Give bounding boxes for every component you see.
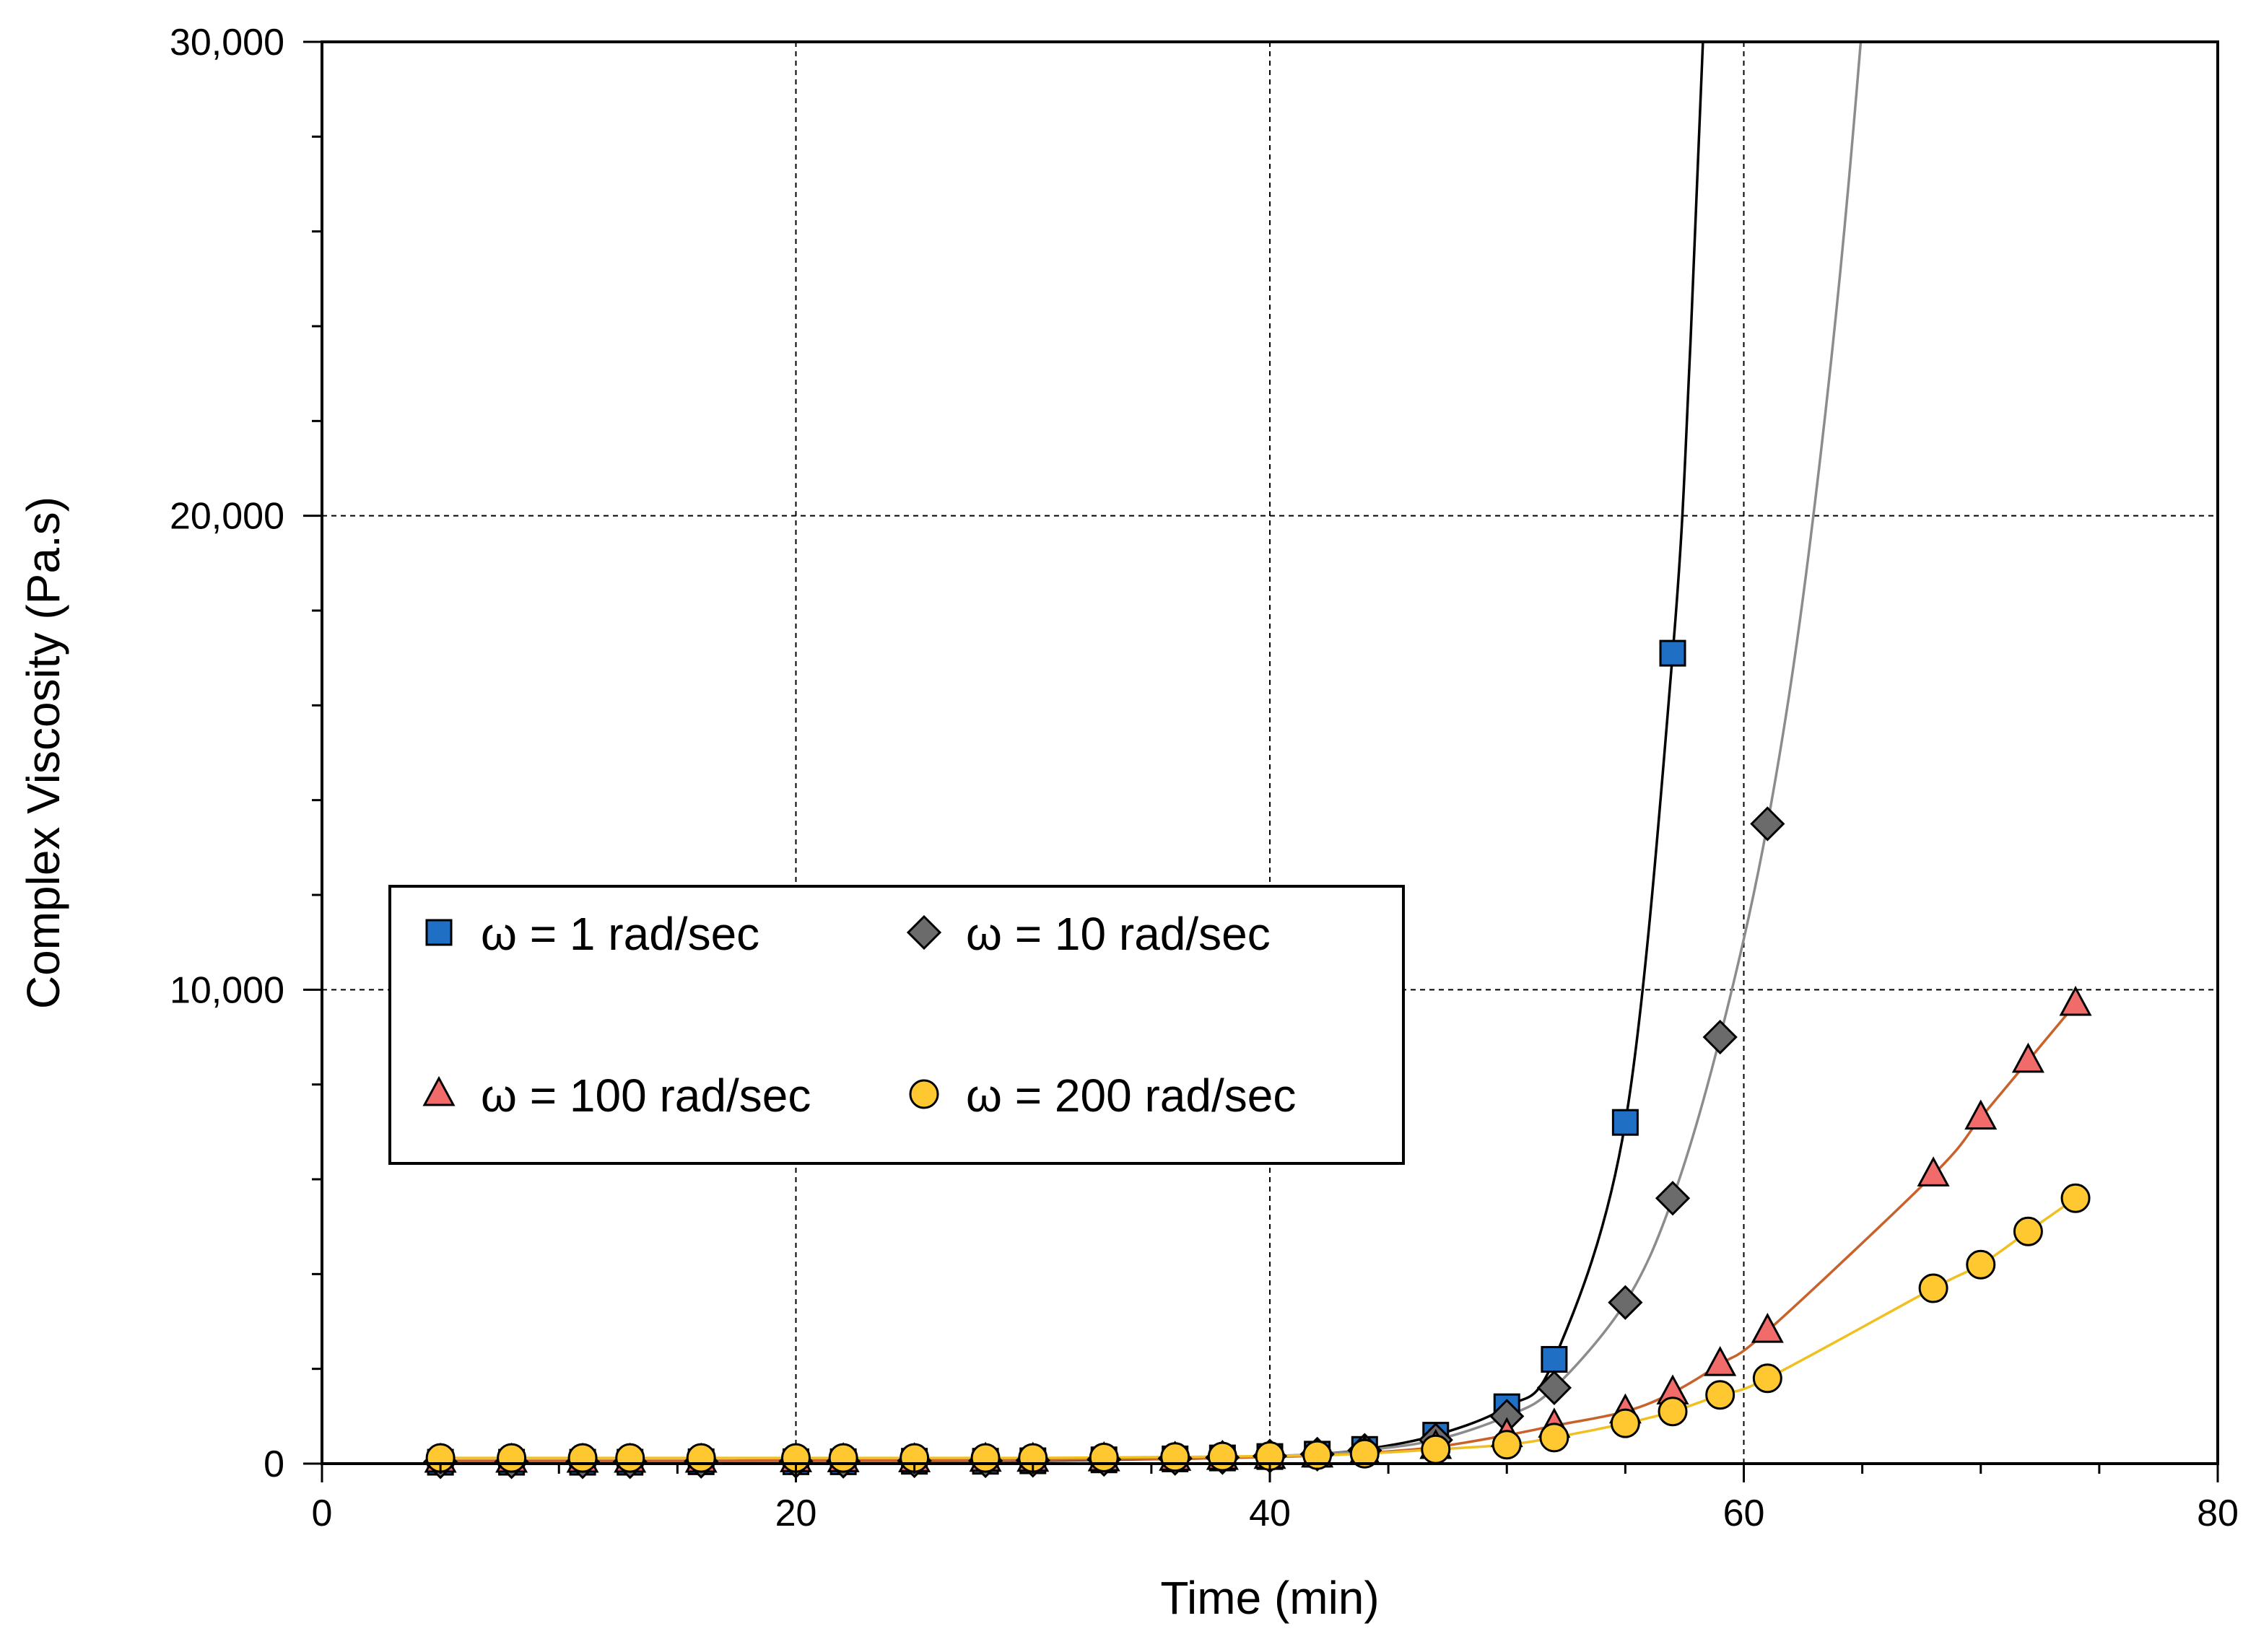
data-point-circle	[1421, 1434, 1451, 1464]
data-point-triangle	[1964, 1099, 1998, 1130]
fit-curve-series-4	[440, 1197, 2077, 1459]
data-point-circle	[1918, 1273, 1948, 1303]
data-point-circle	[1658, 1397, 1688, 1427]
x-tick-label: 20	[775, 1493, 817, 1534]
data-point-diamond	[1536, 1370, 1572, 1406]
legend-label: ω = 200 rad/sec	[966, 1070, 1296, 1122]
data-point-triangle	[1704, 1345, 1737, 1376]
x-tick-label: 40	[1249, 1493, 1291, 1534]
y-tick-label: 10,000	[170, 969, 284, 1011]
x-tick-label: 60	[1723, 1493, 1765, 1534]
plot-frame	[321, 40, 2219, 1465]
data-point-circle	[1752, 1363, 1782, 1394]
legend-circle-icon	[909, 1079, 939, 1109]
data-point-circle	[1160, 1442, 1190, 1472]
data-point-circle	[1705, 1380, 1735, 1410]
legend-item: ω = 1 rad/sec	[425, 908, 759, 960]
data-point-circle	[1207, 1441, 1237, 1472]
legend-triangle-icon	[422, 1075, 456, 1106]
data-point-circle	[1966, 1249, 1996, 1280]
data-point-circle	[1349, 1438, 1380, 1469]
legend-box	[388, 885, 1405, 1165]
legend-label: ω = 10 rad/sec	[966, 908, 1271, 960]
tick-labels: 0 20 40 60 80 0 10,000 20,000 30,000	[170, 22, 2239, 1534]
y-axis-title: Complex Viscosity (Pa.s)	[17, 497, 69, 1009]
data-point-square	[1659, 639, 1686, 667]
fit-curves	[440, 42, 2077, 1464]
data-point-diamond	[1655, 1181, 1691, 1216]
data-point-diamond	[1608, 1285, 1643, 1320]
data-point-circle	[567, 1443, 598, 1473]
data-point-circle	[828, 1443, 858, 1473]
data-point-circle	[615, 1443, 645, 1473]
data-point-circle	[1302, 1440, 1333, 1470]
x-tick-label: 80	[2197, 1493, 2239, 1534]
legend-item: ω = 10 rad/sec	[906, 908, 1271, 960]
data-point-triangle	[1751, 1312, 1784, 1343]
data-point-square	[1611, 1109, 1639, 1136]
legend-label: ω = 1 rad/sec	[481, 908, 759, 960]
x-tick-label: 0	[312, 1493, 333, 1534]
data-point-circle	[1610, 1408, 1640, 1438]
gridlines	[322, 42, 2218, 1464]
data-markers	[423, 639, 2092, 1480]
data-point-circle	[2013, 1216, 2043, 1246]
legend-label: ω = 100 rad/sec	[481, 1070, 811, 1122]
data-point-diamond	[1702, 1019, 1738, 1055]
data-point-triangle	[2011, 1042, 2044, 1073]
legend-items: ω = 1 rad/sec ω = 10 rad/sec ω = 100 rad/s…	[422, 908, 1296, 1122]
data-point-square	[1541, 1346, 1568, 1373]
data-point-diamond	[1750, 806, 1785, 842]
fit-curve-series-2	[440, 42, 1863, 1464]
legend-item: ω = 200 rad/sec	[909, 1070, 1296, 1122]
data-point-circle	[686, 1443, 716, 1473]
data-point-triangle	[1917, 1156, 1950, 1186]
legend-square-icon	[425, 919, 453, 946]
data-point-circle	[1491, 1430, 1522, 1460]
data-point-triangle	[2059, 985, 2092, 1016]
legend: ω = 1 rad/sec ω = 10 rad/sec ω = 100 rad/s…	[388, 885, 1405, 1165]
x-axis-title: Time (min)	[1160, 1572, 1379, 1624]
data-point-circle	[497, 1443, 527, 1473]
data-point-circle	[970, 1443, 1001, 1473]
data-point-circle	[1539, 1422, 1569, 1453]
data-point-circle	[1089, 1442, 1119, 1472]
axis-ticks	[303, 40, 2219, 1482]
legend-item: ω = 100 rad/sec	[422, 1070, 811, 1122]
fit-curve-series-1	[440, 42, 1705, 1464]
y-tick-label: 20,000	[170, 496, 284, 538]
data-point-circle	[2060, 1183, 2091, 1213]
y-tick-label: 0	[264, 1443, 284, 1485]
legend-diamond-icon	[906, 914, 942, 950]
y-tick-label: 30,000	[170, 22, 284, 64]
